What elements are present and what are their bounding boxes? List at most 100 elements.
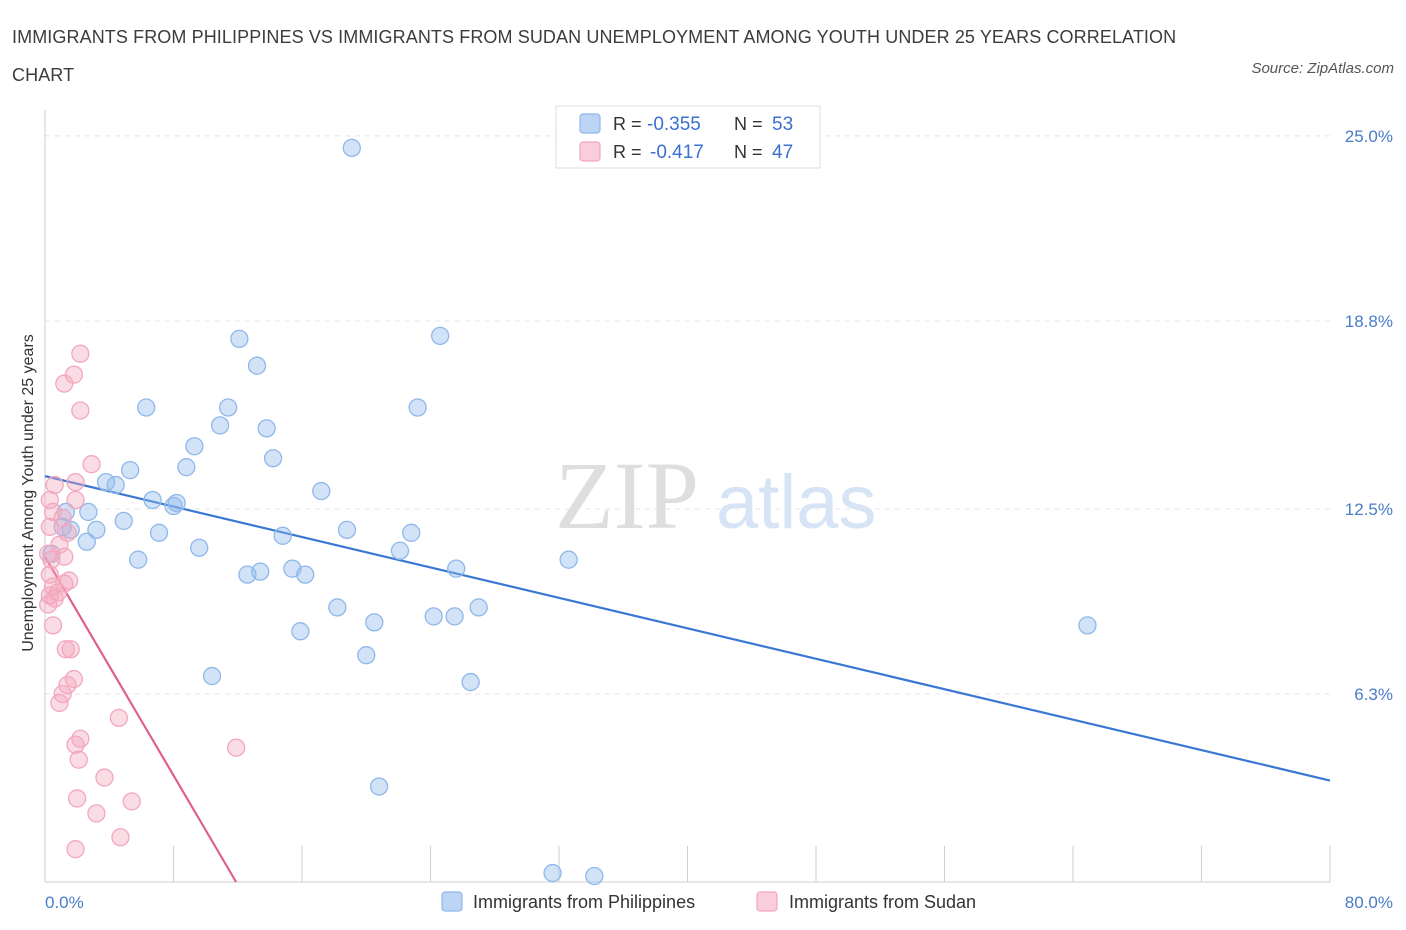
data-point-sudan: [43, 616, 63, 635]
data-point-philippines: [210, 416, 230, 435]
data-point-sudan: [66, 490, 85, 510]
legend-swatch-sudan: [579, 141, 601, 162]
data-point-sudan: [50, 693, 69, 713]
legend-n-value-sudan: 47: [772, 142, 793, 163]
watermark-zip: ZIP: [555, 442, 699, 549]
data-point-philippines: [469, 598, 488, 617]
data-point-philippines: [430, 326, 450, 346]
data-point-philippines: [114, 511, 133, 531]
legend-n-value-philippines: 53: [772, 114, 793, 135]
data-point-philippines: [543, 863, 562, 883]
data-point-sudan: [226, 738, 246, 757]
axes: 6.3% 12.5% 18.8% 25.0% 0.0% 80.0%: [44, 110, 1393, 912]
data-point-philippines: [447, 559, 466, 578]
data-point-sudan: [67, 789, 87, 808]
data-point-sudan: [40, 490, 59, 510]
data-point-philippines: [77, 532, 96, 551]
data-point-philippines: [230, 329, 249, 348]
data-point-philippines: [337, 520, 357, 539]
data-point-philippines: [120, 461, 140, 480]
data-point-sudan: [43, 502, 63, 522]
legend-r-label-philippines: R =: [613, 114, 642, 134]
data-point-philippines: [164, 496, 183, 516]
data-point-philippines: [365, 613, 384, 632]
data-point-philippines: [312, 481, 331, 501]
data-point-sudan: [55, 374, 74, 393]
data-point-philippines: [585, 866, 604, 886]
bottom-legend: Immigrants from Philippines Immigrants f…: [441, 891, 976, 912]
data-point-philippines: [257, 419, 276, 438]
data-point-sudan: [59, 571, 79, 590]
y-tick-label: 12.5%: [1345, 500, 1393, 519]
data-point-philippines: [137, 398, 156, 417]
data-point-sudan: [39, 595, 58, 614]
bottom-legend-swatch-philippines: [441, 891, 463, 912]
data-point-philippines: [185, 437, 204, 456]
data-point-philippines: [390, 541, 410, 560]
data-point-philippines: [291, 622, 310, 641]
data-point-philippines: [402, 523, 421, 542]
x-tick-label-min: 0.0%: [45, 893, 84, 912]
data-point-sudan: [40, 517, 59, 537]
y-tick-label: 18.8%: [1345, 312, 1393, 331]
data-point-sudan: [82, 455, 101, 474]
data-point-sudan: [58, 675, 77, 695]
data-point-philippines: [87, 520, 106, 539]
data-point-philippines: [273, 526, 292, 545]
data-point-sudan: [71, 344, 90, 363]
data-point-sudan: [66, 735, 85, 754]
data-point-philippines: [106, 475, 125, 495]
y-tick-label: 6.3%: [1354, 685, 1393, 704]
trend-line-sudan: [44, 556, 238, 883]
data-point-philippines: [559, 550, 578, 569]
legend-n-label-sudan: N =: [734, 142, 763, 162]
data-point-sudan: [66, 840, 85, 859]
legend-r-value-philippines: -0.355: [647, 114, 701, 135]
bottom-legend-label-sudan: Immigrants from Sudan: [789, 892, 976, 912]
data-point-sudan: [66, 472, 85, 492]
data-point-philippines: [263, 449, 283, 468]
data-point-sudan: [87, 804, 106, 823]
data-point-philippines: [177, 458, 196, 477]
data-point-philippines: [408, 398, 427, 417]
legend-r-value-sudan: -0.417: [650, 142, 704, 163]
data-point-philippines: [238, 565, 257, 584]
legend-r-label-sudan: R =: [613, 142, 642, 162]
data-point-philippines: [218, 398, 238, 417]
legend-swatch-philippines: [579, 113, 601, 134]
bottom-legend-swatch-sudan: [756, 891, 778, 912]
source-label: Source: ZipAtlas.com: [1251, 60, 1394, 77]
x-tick-label-max: 80.0%: [1345, 893, 1393, 912]
trend-lines: [44, 475, 1331, 883]
data-point-philippines: [424, 607, 443, 626]
data-point-philippines: [79, 502, 98, 522]
data-point-philippines: [342, 138, 361, 157]
bottom-legend-label-philippines: Immigrants from Philippines: [473, 892, 695, 912]
data-point-philippines: [149, 523, 169, 542]
data-point-philippines: [461, 672, 480, 692]
data-point-sudan: [71, 729, 90, 748]
grid-lines: [45, 135, 1330, 695]
data-point-philippines: [190, 538, 209, 557]
data-points: [39, 138, 1097, 886]
data-point-philippines: [1078, 616, 1097, 635]
trend-line-philippines: [44, 475, 1331, 782]
watermark-atlas: atlas: [716, 460, 877, 545]
data-point-philippines: [167, 493, 186, 513]
data-point-sudan: [122, 792, 141, 811]
data-point-philippines: [445, 607, 464, 626]
data-point-philippines: [357, 646, 376, 665]
chart-title: IMMIGRANTS FROM PHILIPPINES VS IMMIGRANT…: [12, 27, 1177, 85]
data-point-philippines: [247, 356, 267, 375]
data-point-philippines: [129, 550, 148, 569]
y-axis-label: Unemployment Among Youth under 25 years: [20, 334, 37, 652]
data-point-philippines: [143, 490, 162, 510]
top-legend: R = -0.355 N = 53 R = -0.417 N = 47: [555, 105, 821, 169]
data-point-sudan: [71, 401, 90, 420]
data-point-sudan: [95, 768, 114, 787]
data-point-sudan: [55, 574, 74, 593]
data-point-philippines: [369, 777, 389, 796]
data-point-sudan: [69, 750, 88, 769]
data-point-sudan: [55, 547, 74, 566]
data-point-sudan: [109, 708, 129, 728]
